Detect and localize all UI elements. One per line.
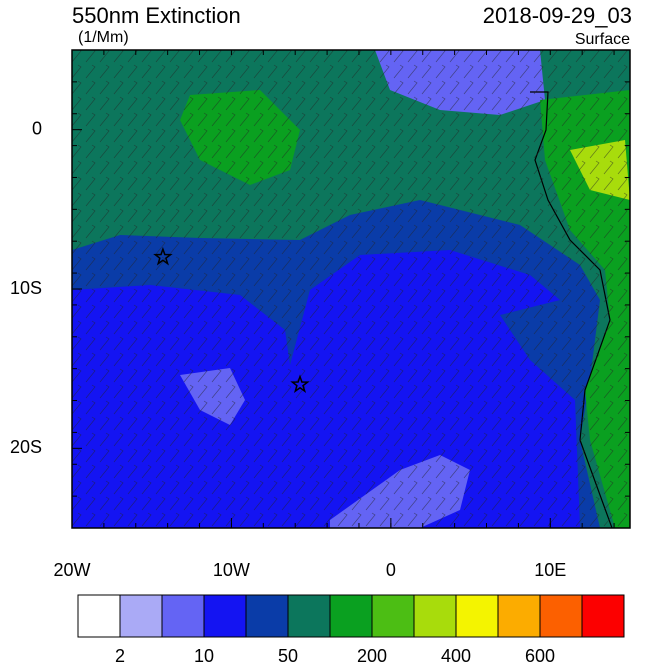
colorbar-box <box>539 594 583 638</box>
colorbar-box <box>371 594 415 638</box>
site-marker <box>153 246 173 266</box>
colorbar-box <box>161 594 205 638</box>
colorbar-box <box>77 594 121 638</box>
x-tick-label: 0 <box>386 560 396 580</box>
level: Surface <box>575 31 630 48</box>
units: (1/Mm) <box>78 29 129 46</box>
colorbar-box <box>287 594 331 638</box>
colorbar-label: 10 <box>194 646 214 666</box>
title: 550nm Extinction <box>72 3 241 28</box>
map-field <box>72 50 630 528</box>
colorbar-box <box>329 594 373 638</box>
time: 2018-09-29_03 <box>483 3 632 28</box>
colorbar-label: 600 <box>525 646 555 666</box>
colorbar-box <box>497 594 541 638</box>
x-tick-label: 10E <box>534 560 566 580</box>
x-tick-label: 10W <box>213 560 250 580</box>
colorbar-box <box>119 594 163 638</box>
colorbar-label: 200 <box>357 646 387 666</box>
colorbar-box <box>455 594 499 638</box>
colorbar-box <box>245 594 289 638</box>
x-tick-label: 20W <box>53 560 90 580</box>
wind-barbs <box>72 50 630 528</box>
colorbar-label: 2 <box>115 646 125 666</box>
site-marker <box>290 374 310 393</box>
y-tick-label: 20S <box>10 437 42 457</box>
colorbar-box <box>413 594 457 638</box>
colorbar-label: 50 <box>278 646 298 666</box>
colorbar-box <box>581 594 625 638</box>
colorbar-label: 400 <box>441 646 471 666</box>
colorbar-box <box>203 594 247 638</box>
y-tick-label: 10S <box>10 278 42 298</box>
y-tick-label: 0 <box>32 118 42 138</box>
